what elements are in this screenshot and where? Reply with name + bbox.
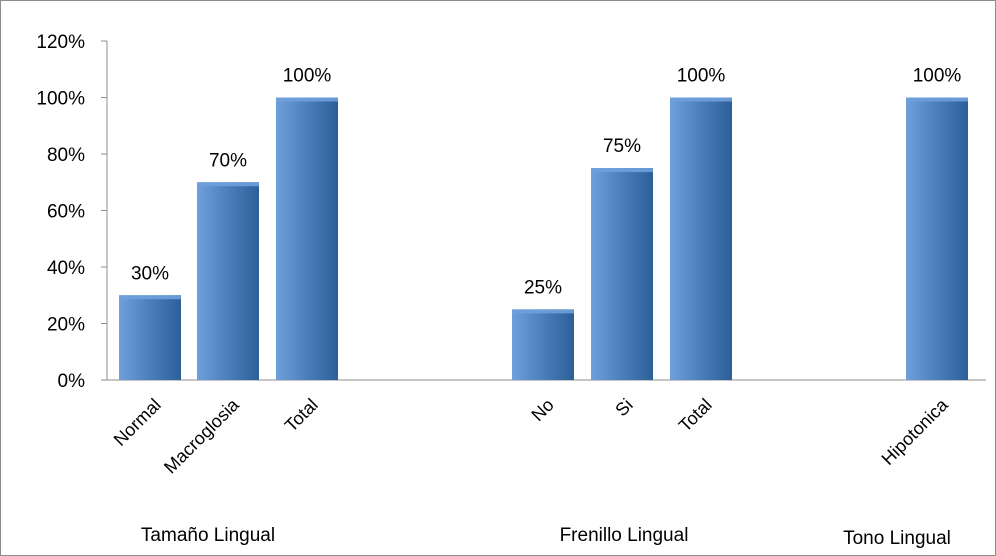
bar-top-highlight — [670, 97, 732, 102]
y-tick-label: 80% — [47, 145, 85, 166]
bar-top-highlight — [512, 309, 574, 314]
data-label: 25% — [524, 277, 562, 298]
category-label: No — [527, 395, 557, 425]
data-label: 100% — [913, 66, 962, 87]
category-label: Macroglosia — [160, 394, 243, 477]
group-label: Tamaño Lingual — [141, 525, 275, 546]
y-tick-label: 40% — [47, 258, 85, 279]
bar-top-highlight — [591, 168, 653, 173]
bar-top-highlight — [119, 295, 181, 300]
category-label: Si — [611, 395, 636, 420]
bar — [512, 309, 574, 380]
group-label: Tono Lingual — [843, 528, 951, 549]
category-label: Hipotonica — [878, 394, 953, 469]
bar — [591, 168, 653, 380]
y-tick-label: 20% — [47, 315, 85, 336]
bar — [906, 97, 968, 380]
y-tick-label: 120% — [36, 32, 85, 53]
data-label: 75% — [603, 136, 641, 157]
data-label: 70% — [209, 150, 247, 171]
category-label: Total — [675, 395, 716, 436]
category-label: Normal — [110, 395, 165, 450]
data-label: 30% — [131, 263, 169, 284]
bar — [119, 295, 181, 380]
data-label: 100% — [283, 66, 332, 87]
bar-top-highlight — [276, 97, 338, 102]
group-label: Frenillo Lingual — [560, 525, 689, 546]
y-tick-label: 60% — [47, 202, 85, 223]
bar-top-highlight — [197, 182, 259, 187]
y-tick-label: 0% — [58, 371, 86, 392]
bar — [197, 182, 259, 380]
bar-top-highlight — [906, 97, 968, 102]
bars — [119, 97, 968, 380]
bar — [670, 97, 732, 380]
bar — [276, 97, 338, 380]
y-tick-label: 100% — [36, 89, 85, 110]
data-label: 100% — [677, 66, 726, 87]
category-label: Total — [281, 395, 322, 436]
